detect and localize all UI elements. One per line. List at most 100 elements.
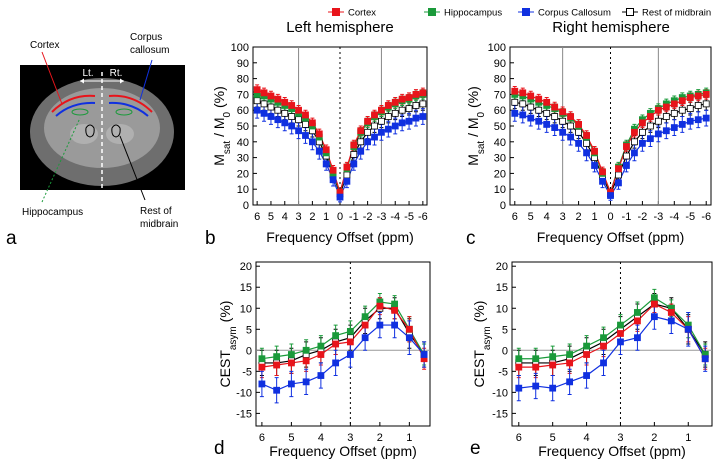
- y-tick-label: 30: [494, 153, 506, 165]
- marker: [532, 355, 540, 363]
- marker: [515, 363, 523, 371]
- left-label: Lt.: [82, 68, 93, 79]
- y-tick-label: 0: [500, 200, 506, 212]
- panel-label: c: [466, 228, 476, 249]
- legend-label: Cortex: [348, 8, 376, 19]
- x-tick-label: 2: [576, 211, 582, 223]
- y-tick-label: 80: [494, 74, 506, 86]
- marker: [566, 378, 574, 386]
- x-tick-label: 0: [337, 211, 343, 223]
- marker: [615, 179, 622, 187]
- marker: [631, 149, 638, 157]
- marker: [615, 171, 622, 179]
- chart-title: Right hemisphere: [552, 19, 670, 36]
- series-line: [518, 315, 706, 389]
- panel-label: d: [214, 438, 225, 459]
- marker: [267, 113, 275, 120]
- marker: [567, 122, 575, 130]
- marker: [599, 177, 606, 185]
- marker: [317, 351, 325, 358]
- marker: [273, 386, 281, 394]
- series-line: [518, 303, 706, 364]
- marker: [646, 135, 654, 143]
- marker: [398, 95, 406, 103]
- marker: [646, 113, 654, 120]
- x-axis-label: Frequency Offset (ppm): [538, 443, 686, 459]
- y-tick-label: 30: [237, 153, 249, 165]
- marker: [302, 346, 310, 354]
- marker: [287, 380, 295, 388]
- marker: [567, 133, 575, 141]
- marker: [583, 149, 590, 157]
- marker: [549, 384, 557, 392]
- marker: [662, 113, 670, 120]
- marker: [343, 177, 351, 185]
- marker: [317, 342, 325, 350]
- brain-region: [70, 124, 98, 144]
- marker: [702, 91, 710, 98]
- y-tick-label: 100: [488, 42, 506, 54]
- y-tick-label: 50: [237, 121, 249, 133]
- marker: [583, 351, 590, 358]
- marker: [315, 147, 323, 155]
- cortex-roi: [108, 94, 153, 113]
- midbrain-roi: [111, 124, 121, 138]
- marker: [634, 334, 641, 342]
- marker: [302, 378, 310, 386]
- marker: [405, 117, 413, 125]
- marker: [617, 321, 624, 329]
- y-axis-label-part: 0: [476, 111, 487, 117]
- marker: [361, 321, 369, 329]
- marker: [288, 102, 296, 109]
- y-tick-label: 80: [237, 74, 249, 86]
- y-axis-label-part: sat: [222, 141, 233, 155]
- cortex-roi: [51, 94, 96, 113]
- y-tick-label: -5: [498, 366, 508, 378]
- x-tick-label: -1: [349, 211, 359, 223]
- marker: [346, 351, 354, 358]
- marker: [623, 162, 630, 169]
- marker: [274, 106, 282, 114]
- y-tick-label: 10: [237, 184, 249, 196]
- x-tick-label: 1: [406, 432, 412, 444]
- marker: [405, 325, 413, 333]
- x-tick-label: 1: [323, 211, 329, 223]
- marker: [670, 109, 678, 117]
- marker: [398, 119, 406, 127]
- marker: [511, 87, 519, 95]
- legend-swatch: [626, 8, 634, 16]
- marker: [332, 332, 340, 339]
- marker: [378, 106, 385, 114]
- marker: [583, 372, 590, 379]
- marker: [631, 128, 638, 136]
- y-tick-label: 60: [237, 105, 249, 117]
- marker: [357, 147, 365, 155]
- marker: [260, 89, 268, 97]
- callosum-label: callosum: [130, 45, 169, 56]
- marker: [543, 98, 551, 106]
- x-tick-label: 6: [516, 432, 522, 444]
- marker: [654, 117, 662, 125]
- marker: [253, 106, 261, 114]
- x-tick-label: 4: [584, 432, 590, 444]
- marker: [686, 94, 694, 101]
- marker: [308, 119, 316, 127]
- marker: [670, 124, 678, 131]
- pointer: [119, 135, 146, 201]
- marker: [650, 294, 658, 302]
- marker: [623, 152, 630, 160]
- marker: [583, 139, 590, 147]
- marker: [511, 109, 519, 117]
- y-tick-label: 20: [496, 261, 508, 273]
- marker: [281, 119, 289, 127]
- legend-swatch: [428, 8, 436, 16]
- y-tick-label: 10: [494, 184, 506, 196]
- marker: [405, 105, 413, 113]
- x-axis-label: Frequency Offset (ppm): [537, 229, 685, 245]
- marker: [543, 109, 551, 117]
- y-axis-label-part: asym: [228, 326, 239, 350]
- series-line: [261, 324, 425, 391]
- marker: [519, 100, 527, 108]
- plot-frame: [511, 261, 713, 427]
- x-tick-label: 6: [259, 432, 265, 444]
